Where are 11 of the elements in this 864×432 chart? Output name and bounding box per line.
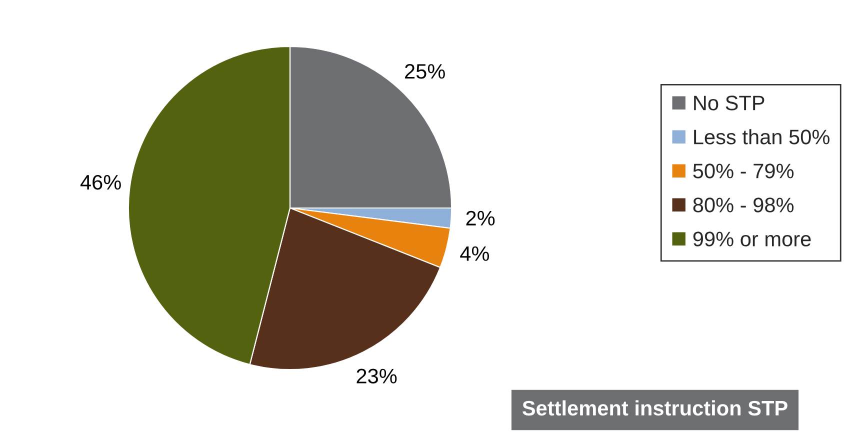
legend-label: Less than 50% [694, 129, 830, 144]
legend-label: 99% or more [693, 232, 811, 246]
legend-label: No STP [694, 96, 764, 110]
data-label: 23% [356, 368, 397, 384]
data-label: 2% [466, 210, 495, 226]
text: Settlement instruction STP [522, 400, 788, 416]
data-label: 4% [460, 246, 490, 261]
legend-label: 50% - 79% [693, 164, 794, 178]
data-label: 46% [80, 174, 121, 190]
legend-label: 80% - 98% [693, 198, 794, 212]
data-label: 25% [405, 64, 445, 79]
